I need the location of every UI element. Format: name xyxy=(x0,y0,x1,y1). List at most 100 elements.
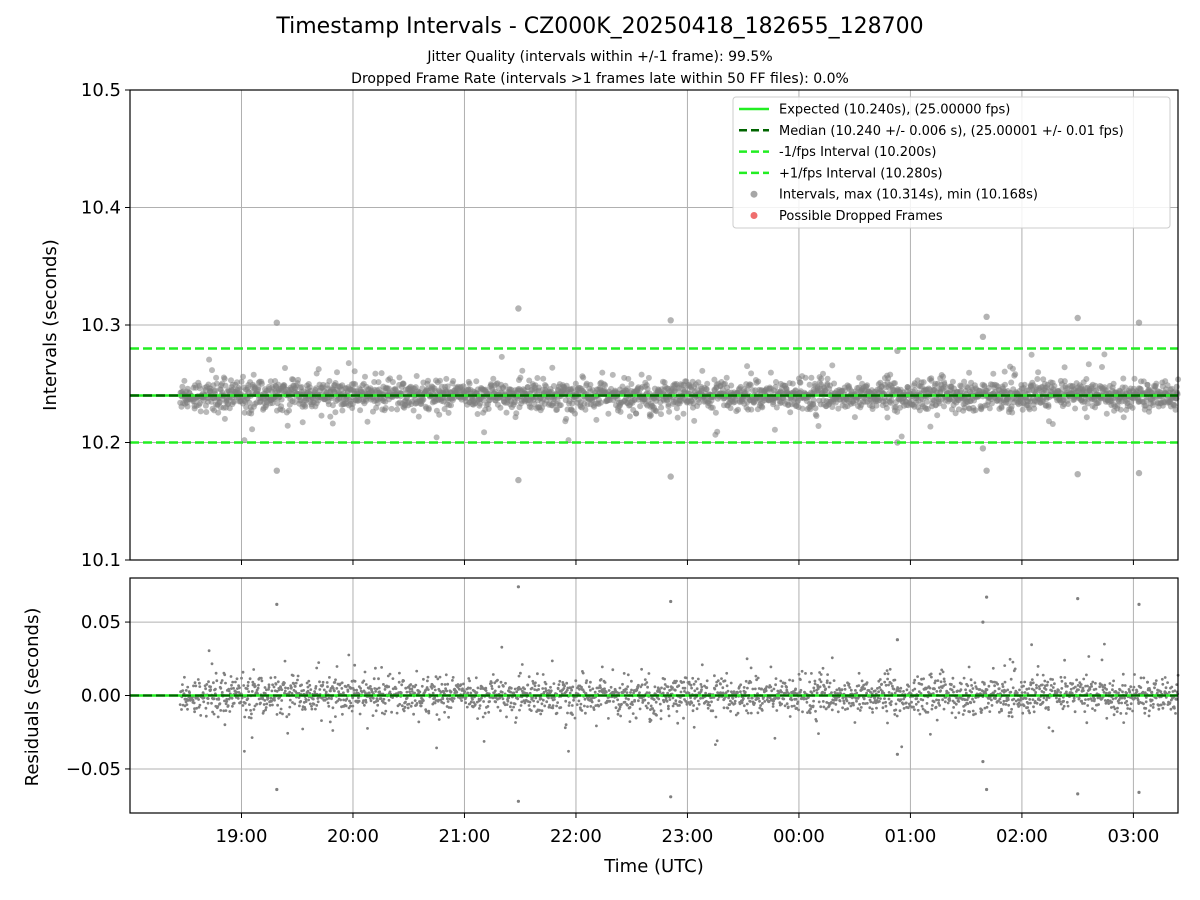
chart-subtitle-jitter: Jitter Quality (intervals within +/-1 fr… xyxy=(427,49,773,65)
residual-point xyxy=(391,677,395,680)
chart-title: Timestamp Intervals - CZ000K_20250418_18… xyxy=(276,14,924,39)
interval-point xyxy=(1009,365,1016,372)
residual-point xyxy=(456,685,460,689)
interval-point xyxy=(238,378,245,385)
residual-point xyxy=(531,696,534,700)
residual-point xyxy=(633,699,637,703)
residual-point xyxy=(697,702,701,706)
residual-point xyxy=(597,699,601,703)
residual-point xyxy=(895,714,899,718)
residual-point xyxy=(273,676,277,679)
residual-point xyxy=(889,703,893,707)
interval-point xyxy=(329,402,336,409)
residual-point xyxy=(645,681,649,684)
interval-point xyxy=(748,370,755,377)
residual-point xyxy=(331,686,335,690)
residual-point xyxy=(974,712,977,716)
residual-point xyxy=(913,687,917,691)
residual-point xyxy=(726,689,730,693)
interval-point xyxy=(990,370,997,377)
residual-point xyxy=(760,687,763,691)
residual-point xyxy=(998,710,1001,714)
residual-point xyxy=(230,687,233,690)
residual-point xyxy=(269,696,273,700)
residual-point xyxy=(375,687,379,691)
residual-point xyxy=(357,699,361,703)
interval-point xyxy=(246,399,253,406)
interval-point xyxy=(637,403,644,410)
residual-point xyxy=(263,699,267,702)
residual-point xyxy=(281,712,284,716)
residual-point xyxy=(751,687,755,691)
residual-point xyxy=(825,679,829,683)
residual-point xyxy=(422,699,425,702)
interval-point xyxy=(474,411,481,417)
residual-point xyxy=(870,707,874,711)
residual-point xyxy=(478,704,482,707)
interval-point xyxy=(196,385,203,392)
residual-point xyxy=(539,697,543,700)
residual-point xyxy=(1017,705,1020,708)
residual-point xyxy=(640,683,644,687)
interval-point xyxy=(789,380,796,387)
residual-point xyxy=(800,669,804,673)
interval-point xyxy=(215,409,222,416)
residual-point xyxy=(327,704,331,708)
residual-point xyxy=(863,687,866,691)
residual-point xyxy=(1022,684,1025,688)
residual-point xyxy=(431,691,435,695)
interval-point xyxy=(884,414,891,421)
residual-point xyxy=(705,699,708,703)
residual-point xyxy=(742,686,746,689)
residual-point xyxy=(202,696,206,700)
residual-point xyxy=(237,684,241,688)
residual-point xyxy=(186,685,190,689)
residual-point xyxy=(261,697,265,701)
residual-point xyxy=(247,716,251,719)
residual-point xyxy=(509,705,512,709)
residual-point xyxy=(433,688,437,692)
residual-point xyxy=(819,705,823,709)
residual-point xyxy=(196,678,200,681)
interval-point xyxy=(216,399,223,405)
residual-point xyxy=(455,691,459,694)
residual-point xyxy=(592,708,596,711)
residual-point xyxy=(843,684,847,687)
interval-point xyxy=(873,402,880,409)
residual-point xyxy=(707,701,710,704)
residual-point xyxy=(1042,696,1046,700)
interval-point xyxy=(410,407,417,414)
residual-point xyxy=(447,715,450,719)
residual-point xyxy=(438,675,442,679)
residual-point xyxy=(219,686,223,690)
residual-point xyxy=(1069,687,1073,691)
residual-point xyxy=(567,749,570,753)
residual-point xyxy=(715,684,719,687)
residual-point xyxy=(541,687,545,690)
residual-point xyxy=(894,702,898,706)
residual-point xyxy=(452,697,456,700)
residual-point xyxy=(426,675,430,679)
residual-point xyxy=(246,680,250,684)
residual-point xyxy=(284,686,287,690)
interval-point xyxy=(609,371,616,378)
residual-point xyxy=(759,704,762,707)
residual-point xyxy=(1065,700,1069,704)
residual-point xyxy=(435,713,439,716)
residual-point xyxy=(795,706,798,710)
residual-point xyxy=(472,701,476,704)
residual-point xyxy=(294,681,298,685)
interval-point xyxy=(711,376,718,383)
residual-point xyxy=(287,713,291,716)
interval-point xyxy=(1034,376,1041,382)
residual-point xyxy=(1051,678,1054,681)
interval-point xyxy=(617,408,624,415)
residual-point xyxy=(771,702,775,706)
residual-point xyxy=(315,704,319,707)
residual-point xyxy=(441,697,445,701)
residual-point xyxy=(1019,703,1022,707)
residual-point xyxy=(462,682,465,686)
interval-point xyxy=(394,406,401,413)
residual-point xyxy=(876,687,879,690)
residual-point xyxy=(417,720,421,724)
